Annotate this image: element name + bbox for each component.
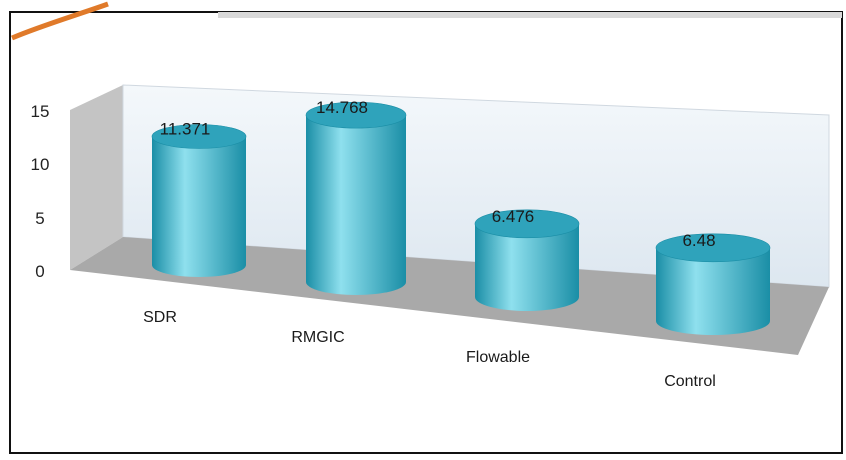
bar-top-cap: [305, 101, 407, 129]
bar-body: [306, 115, 406, 295]
orange-swoosh-decoration: [11, 1, 109, 41]
bar-body: [656, 247, 770, 335]
y-tick-label: 10: [31, 155, 50, 174]
bar-top-cap: [474, 209, 580, 239]
y-tick-label: 15: [31, 102, 50, 121]
y-tick-label: 5: [35, 209, 44, 228]
bars-group: 11.371 14.768 6.476 6.48: [151, 98, 771, 335]
y-axis-ticks: 0 5 10 15: [31, 102, 50, 281]
x-category-label: RMGIC: [291, 329, 344, 346]
bar-top-cap: [151, 124, 247, 149]
side-wall: [70, 85, 123, 270]
top-accent-bar: [218, 12, 842, 18]
bar-value-label: 11.371: [160, 120, 211, 139]
bar-control: 6.48: [655, 231, 771, 335]
bar-body: [152, 136, 246, 277]
bar-rmgic: 14.768: [305, 98, 407, 295]
bar-value-label: 6.476: [492, 207, 535, 226]
bar-top-cap: [655, 233, 771, 263]
bar-body: [475, 223, 579, 311]
x-category-label: Control: [664, 373, 716, 390]
x-category-label: SDR: [143, 309, 177, 326]
bar-sdr: 11.371: [151, 120, 247, 277]
bar-value-label: 6.48: [682, 231, 715, 250]
bar-value-label: 14.768: [316, 98, 368, 117]
x-axis-labels: SDR RMGIC Flowable Control: [143, 309, 716, 390]
bar-flowable: 6.476: [474, 207, 580, 311]
floor: [70, 237, 829, 355]
x-category-label: Flowable: [466, 349, 530, 366]
y-tick-label: 0: [35, 262, 44, 281]
